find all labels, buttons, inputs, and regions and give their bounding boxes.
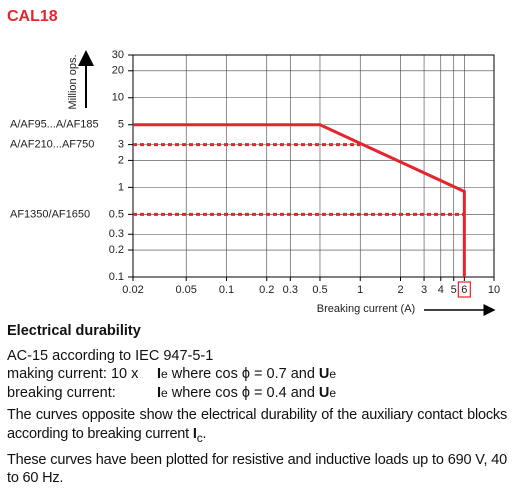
y-tick-label: 0.2 bbox=[109, 244, 124, 256]
y-tick-label: 2 bbox=[118, 154, 124, 166]
x-axis-label: Breaking current (A) bbox=[317, 303, 415, 315]
y-tick-label: 3 bbox=[118, 139, 124, 151]
x-tick-label: 2 bbox=[397, 284, 403, 296]
y-tick-label: 1 bbox=[118, 181, 124, 193]
standard: AC-15 according to IEC 947-5-1 bbox=[7, 347, 214, 364]
x-tick-label: 0.05 bbox=[176, 284, 197, 296]
y-tick-label: 0.1 bbox=[109, 271, 124, 283]
symbol: U bbox=[318, 366, 330, 382]
x-tick-label: 0.02 bbox=[122, 284, 143, 296]
symbol: I bbox=[157, 384, 162, 401]
x-tick-label: 10 bbox=[488, 284, 500, 296]
symbol: I bbox=[157, 366, 162, 382]
subscript: e bbox=[329, 385, 337, 400]
condition: where cos ϕ = 0.4 and bbox=[171, 384, 315, 401]
symbol: I bbox=[192, 425, 197, 442]
curves-note: The curves opposite show the electrical … bbox=[7, 406, 507, 447]
series-label: AF1350/AF1650 bbox=[10, 208, 90, 220]
x-tick-label: 5 bbox=[451, 284, 457, 296]
heading: Electrical durability bbox=[7, 323, 141, 339]
x-tick-label: 0.1 bbox=[219, 284, 234, 296]
x-tick-label: 6 bbox=[461, 284, 467, 296]
page-title: CAL18 bbox=[7, 8, 58, 25]
y-tick-label: 30 bbox=[112, 49, 124, 61]
highlight-box bbox=[457, 281, 471, 298]
condition: where cos ϕ = 0.7 and bbox=[171, 366, 315, 382]
loads-note: These curves have been plotted for resis… bbox=[7, 451, 507, 487]
text: . bbox=[202, 425, 207, 442]
y-tick-label: 10 bbox=[112, 92, 124, 104]
x-tick-label: 0.3 bbox=[283, 284, 298, 296]
label: making current: 10 x bbox=[7, 366, 139, 382]
description: Electrical durability AC-15 according to… bbox=[7, 322, 507, 488]
y-tick-label: 5 bbox=[118, 119, 124, 131]
series-line bbox=[133, 123, 466, 277]
label: breaking current: bbox=[7, 384, 116, 401]
chart: Million ops. Breaking current (A) 0.1 0.2… bbox=[10, 49, 500, 316]
subscript: c bbox=[196, 430, 203, 445]
symbol: U bbox=[318, 384, 330, 401]
x-tick-label: 4 bbox=[438, 284, 444, 296]
y-tick-label: 20 bbox=[112, 65, 124, 77]
series-label: A/AF95...A/AF185 bbox=[10, 119, 99, 131]
y-tick-label: 0.5 bbox=[109, 208, 124, 220]
plot-frame bbox=[132, 54, 495, 278]
subscript: e bbox=[329, 367, 337, 381]
x-tick-label: 0.5 bbox=[312, 284, 327, 296]
subscript: e bbox=[161, 385, 168, 400]
x-tick-label: 0.2 bbox=[259, 284, 274, 296]
text: The curves opposite show the electrical … bbox=[7, 407, 507, 442]
x-tick-label: 3 bbox=[421, 284, 427, 296]
series-label: A/AF210...AF750 bbox=[10, 139, 94, 151]
subscript: e bbox=[161, 367, 168, 381]
y-tick-label: 0.3 bbox=[109, 228, 124, 240]
plot-area bbox=[133, 55, 494, 277]
y-axis-label: Million ops. bbox=[67, 54, 79, 109]
x-tick-label: 1 bbox=[357, 284, 363, 296]
